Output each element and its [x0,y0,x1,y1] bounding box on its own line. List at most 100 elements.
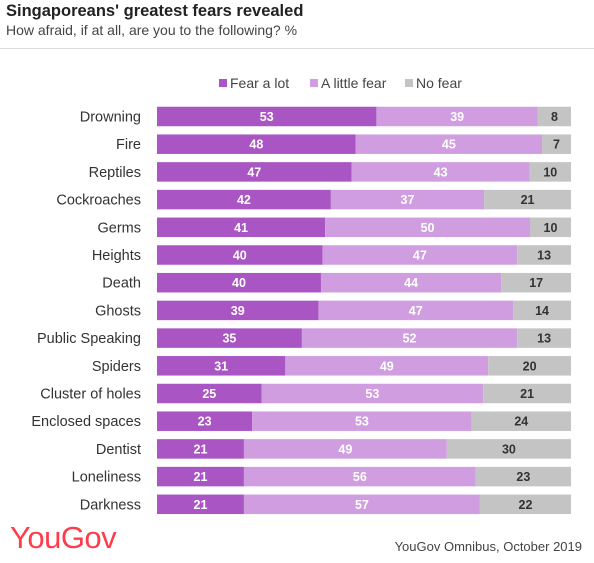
value-label: 44 [404,276,418,290]
bar-segment [157,356,286,376]
bar-segment [320,272,502,293]
category-label: Darkness [80,497,141,513]
bar-segment [157,439,244,459]
value-label: 10 [543,165,557,179]
value-label: 49 [338,442,352,456]
value-label: 7 [553,138,560,152]
bar-segment [376,106,538,127]
value-label: 40 [233,249,247,263]
value-label: 50 [421,221,435,235]
bar-segment [261,383,484,404]
value-label: 21 [520,387,534,401]
bar-segment [501,272,571,293]
legend-item: Fear a lot [219,75,289,91]
bar-segment [517,328,571,348]
value-label: 43 [434,165,448,179]
value-label: 47 [413,249,427,263]
category-label: Dentist [96,442,141,458]
category-label: Fire [116,137,141,153]
bar-segment [529,162,571,182]
value-label: 23 [198,415,212,429]
bars [157,106,571,515]
bar-segment [157,189,331,210]
category-label: Ghosts [95,303,141,319]
bar-segment [157,245,323,265]
value-label: 24 [514,415,528,429]
category-label: Cockroaches [56,193,141,209]
bar-segment [157,466,244,487]
value-label: 47 [409,304,423,318]
bar-segment [325,217,531,238]
value-label: 39 [450,110,464,124]
category-label: Loneliness [72,470,141,486]
value-label: 25 [202,387,216,401]
value-labels: 53 39 8 48 45 7 47 43 10 42 37 21 41 50 10 40 47 13 40 44 17… [194,110,561,512]
bar-segment [301,328,518,348]
legend: Fear a lot A little fear No fear [219,75,462,91]
value-label: 40 [232,276,246,290]
bar-segment [322,245,518,265]
value-label: 53 [355,415,369,429]
category-label: Reptiles [89,165,141,181]
bar-segment [446,439,571,459]
legend-swatch [219,79,227,87]
value-label: 21 [521,193,535,207]
legend-label: No fear [416,75,462,91]
value-label: 17 [529,276,543,290]
bar-segment [157,383,262,404]
value-label: 57 [355,498,369,512]
legend-item: No fear [405,75,462,91]
bar-segment [513,300,571,321]
bar-segment [530,217,571,238]
category-label: Enclosed spaces [31,414,141,430]
value-label: 48 [249,138,263,152]
value-label: 52 [403,332,417,346]
bar-segment [157,217,326,238]
value-label: 13 [537,332,551,346]
yougov-logo: YouGov [10,520,117,555]
bar-segment [157,494,244,515]
bar-segment [318,300,514,321]
chart-title: Singaporeans' greatest fears revealed [6,2,304,20]
value-label: 35 [222,332,236,346]
legend-swatch [405,79,413,87]
bar-segment [483,383,571,404]
category-label: Public Speaking [37,331,141,347]
bar-segment [479,494,571,515]
bar-segment [351,162,530,182]
bar-segment [471,411,571,431]
category-label: Germs [98,220,142,236]
source-note: YouGov Omnibus, October 2019 [394,539,582,554]
value-label: 41 [234,221,248,235]
value-label: 30 [502,442,516,456]
category-label: Cluster of holes [40,387,141,403]
value-label: 49 [380,359,394,373]
value-label: 56 [353,470,367,484]
value-label: 10 [544,221,558,235]
bar-segment [542,134,571,154]
value-label: 31 [214,359,228,373]
category-label: Death [102,276,141,292]
bar-segment [157,328,302,348]
bar-segment [355,134,543,154]
bar-segment [157,411,253,431]
value-label: 21 [194,470,208,484]
value-label: 13 [537,249,551,263]
bar-segment [537,106,571,127]
legend-label: Fear a lot [230,75,289,91]
bar-segment [157,106,377,127]
category-label: Heights [92,248,141,264]
bar-segment [157,272,321,293]
value-label: 53 [260,110,274,124]
value-label: 21 [194,442,208,456]
chart-subtitle: How afraid, if at all, are you to the fo… [6,22,298,38]
bar-segment [484,189,571,210]
bar-segment [330,189,485,210]
bar-segment [517,245,571,265]
bar-segment [157,162,352,182]
value-label: 39 [231,304,245,318]
legend-item: A little fear [310,75,387,91]
bar-segment [157,300,319,321]
header-divider [0,48,594,49]
bar-segment [243,494,480,515]
